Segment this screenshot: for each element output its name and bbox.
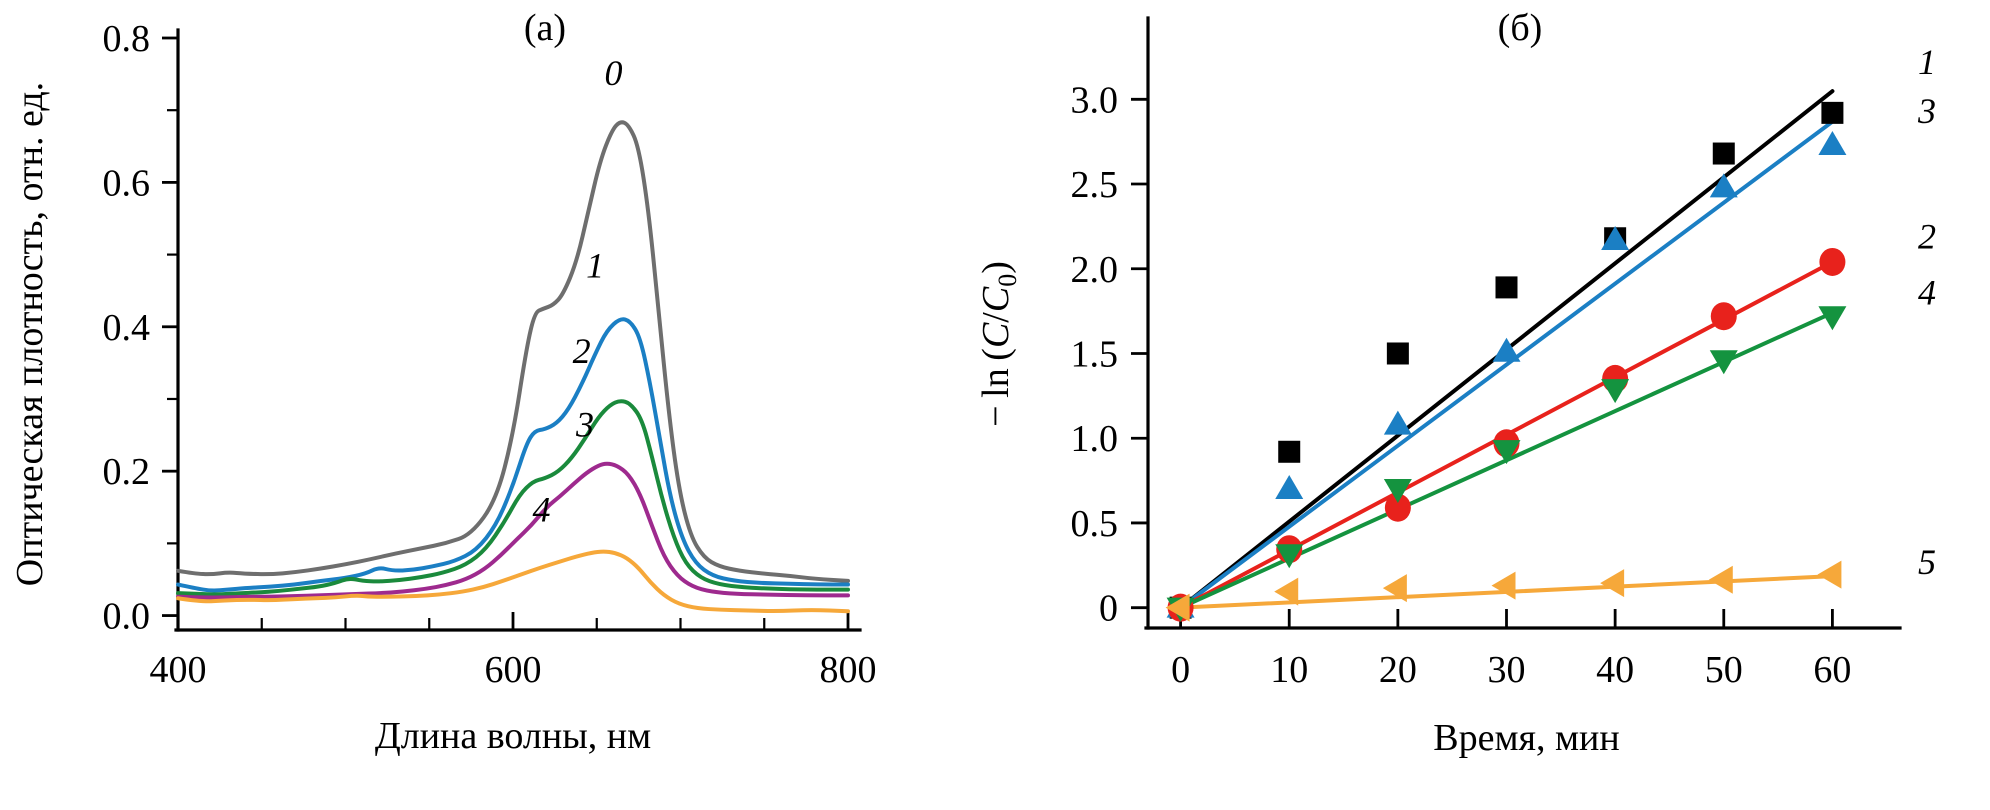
panel-a-y-tick-label: 0.4 — [103, 307, 151, 349]
curve-label-2: 2 — [573, 331, 591, 371]
panel-b-x-tick-label: 0 — [1171, 649, 1190, 691]
panel-b-label: (б) — [1498, 7, 1543, 49]
panel-a-y-tick-label: 0.0 — [103, 596, 151, 638]
panel-b-x-tick-label: 30 — [1488, 649, 1526, 691]
series-label-3: 3 — [1917, 91, 1936, 131]
panel-b-x-tick-label: 50 — [1705, 649, 1743, 691]
panel-b-x-tick-label: 20 — [1379, 649, 1417, 691]
data-point-4-20 — [1383, 479, 1412, 504]
spectrum-curve-2 — [176, 399, 850, 597]
series-label-5: 5 — [1918, 542, 1936, 582]
curve-label-3: 3 — [575, 405, 594, 445]
data-point-5-0 — [1165, 593, 1190, 622]
fit-line-3 — [1178, 119, 1835, 610]
spectrum-curve-4 — [176, 549, 850, 614]
series-label-4: 4 — [1918, 272, 1936, 312]
data-point-5-30 — [1491, 571, 1516, 600]
panel-b-x-tick-label: 60 — [1813, 649, 1851, 691]
data-point-4-30 — [1492, 440, 1521, 465]
panel-b-kinetics: (б) 0 0.5 1.0 1.5 2.0 2.5 3.0 0 10 20 30 40 50 60 Время… — [900, 0, 1990, 810]
curve-label-1: 1 — [586, 246, 604, 286]
panel-a-spectra: (а) 0.0 0.2 0.4 0.6 0.8 400 600 800 Длина волны, … — [0, 0, 900, 810]
panel-b-y-tick-label: 3.0 — [1071, 79, 1119, 121]
panel-a-x-tick-label: 400 — [150, 649, 207, 691]
data-point-1-50 — [1712, 142, 1735, 165]
panel-b-y-tick-label: 2.5 — [1071, 164, 1119, 206]
panel-b-svg: (б) 0 0.5 1.0 1.5 2.0 2.5 3.0 0 10 20 30 40 50 60 Время… — [975, 7, 1936, 759]
spectrum-curve-3 — [176, 461, 850, 600]
data-point-5-50 — [1708, 565, 1733, 594]
data-point-1-20 — [1386, 342, 1409, 365]
series-label-1: 1 — [1918, 42, 1936, 82]
data-point-5-20 — [1382, 574, 1407, 603]
panel-b-x-tick-label: 10 — [1270, 649, 1308, 691]
panel-b-y-tick-label: 2.0 — [1071, 249, 1119, 291]
data-point-4-60 — [1818, 306, 1847, 331]
data-point-5-10 — [1274, 577, 1299, 606]
panel-b-y-tick-label: 1.5 — [1071, 333, 1119, 375]
data-point-5-40 — [1600, 569, 1625, 598]
panel-a-x-axis-title: Длина волны, нм — [375, 715, 651, 757]
data-point-5-60 — [1817, 560, 1842, 589]
panel-b-y-tick-label: 0.5 — [1071, 503, 1119, 545]
panel-a-y-tick-label: 0.8 — [103, 18, 151, 60]
panel-a-label: (а) — [524, 7, 566, 49]
data-point-3-60 — [1818, 131, 1847, 156]
data-point-3-50 — [1709, 173, 1738, 198]
curve-label-4: 4 — [532, 490, 550, 530]
panel-b-y-tick-label: 1.0 — [1071, 418, 1119, 460]
data-point-3-10 — [1275, 475, 1304, 500]
data-point-3-40 — [1601, 225, 1630, 250]
data-point-4-50 — [1709, 350, 1738, 375]
panel-b-x-tick-label: 40 — [1596, 649, 1634, 691]
curve-label-0: 0 — [605, 53, 623, 93]
spectrum-curve-1 — [176, 317, 850, 593]
panel-a-y-axis-title: Оптическая плотность, отн. ед. — [9, 82, 51, 586]
data-point-3-20 — [1383, 410, 1412, 435]
panel-a-y-tick-label: 0.2 — [103, 451, 151, 493]
panel-a-x-tick-label: 600 — [485, 649, 542, 691]
series-label-2: 2 — [1918, 217, 1936, 257]
data-point-3-30 — [1492, 337, 1521, 362]
data-point-1-60 — [1821, 101, 1844, 124]
data-point-1-30 — [1495, 276, 1518, 299]
panel-b-y-tick-label: 0 — [1099, 588, 1118, 630]
data-point-4-10 — [1275, 544, 1304, 569]
panel-a-x-tick-label: 800 — [820, 649, 877, 691]
data-point-2-60 — [1819, 247, 1846, 276]
spectrum-curve-0 — [176, 120, 850, 583]
data-point-2-50 — [1710, 302, 1737, 331]
data-point-1-10 — [1278, 440, 1301, 463]
panel-b-y-axis-title: − ln (C/C0) — [975, 261, 1022, 427]
panel-b-x-axis-title: Время, мин — [1433, 717, 1619, 759]
data-point-4-40 — [1601, 379, 1630, 404]
panel-a-svg: (а) 0.0 0.2 0.4 0.6 0.8 400 600 800 Длина волны, … — [9, 7, 877, 757]
data-point-2-20 — [1384, 493, 1411, 522]
panel-a-y-tick-label: 0.6 — [103, 162, 151, 204]
